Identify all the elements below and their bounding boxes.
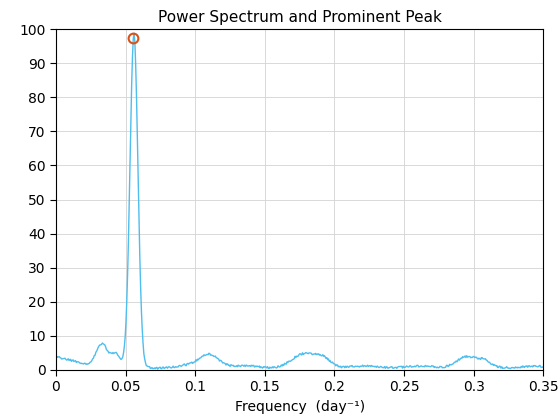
X-axis label: Frequency  (day⁻¹): Frequency (day⁻¹) [235, 399, 365, 414]
Title: Power Spectrum and Prominent Peak: Power Spectrum and Prominent Peak [158, 10, 441, 26]
